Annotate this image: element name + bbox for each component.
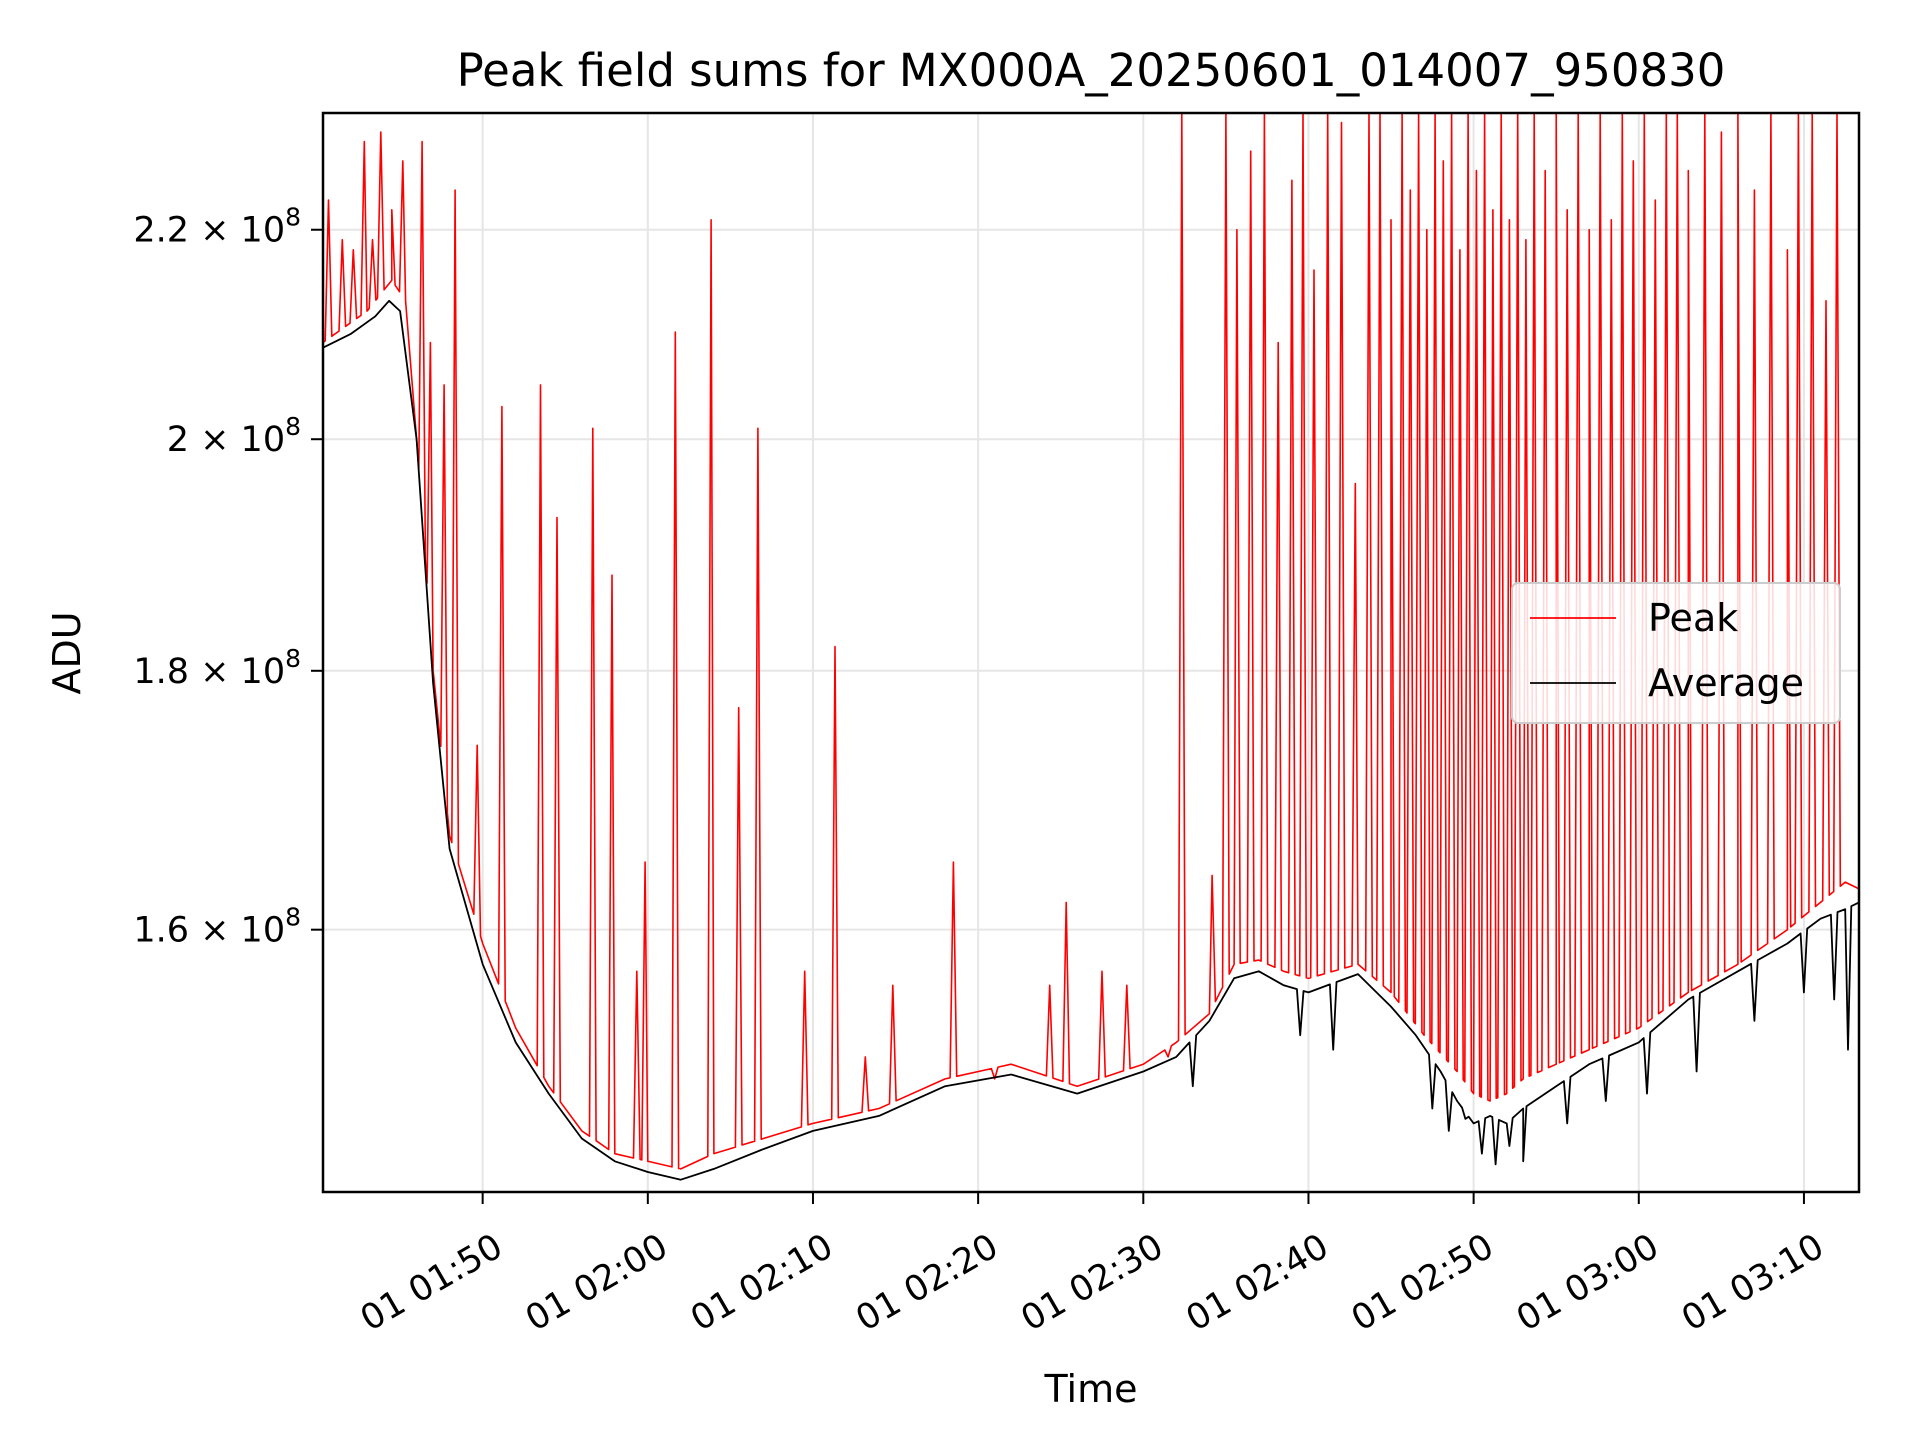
y-tick-label: 1.8 × 108 [133,644,301,692]
y-axis-ticks: 1.6 × 108 1.8 × 108 2 × 108 2.2 × 108 [133,203,323,951]
plot-frame [321,111,1861,1194]
y-tick-label: 2.2 × 108 [133,203,301,251]
legend: Peak Average [1511,582,1841,724]
series-line-peak [322,112,1860,1170]
legend-label-peak: Peak [1648,596,1738,640]
legend-label-average: Average [1648,661,1804,705]
chart-title: Peak field sums for MX000A_20250601_0140… [457,44,1726,97]
y-axis-label: ADU [45,611,89,694]
y-tick-label: 1.6 × 108 [133,903,301,951]
series-line-average [322,299,1860,1181]
series-lines [322,112,1860,1181]
y-tick-label: 2 × 108 [167,412,301,460]
x-axis-label: Time [1044,1367,1138,1411]
